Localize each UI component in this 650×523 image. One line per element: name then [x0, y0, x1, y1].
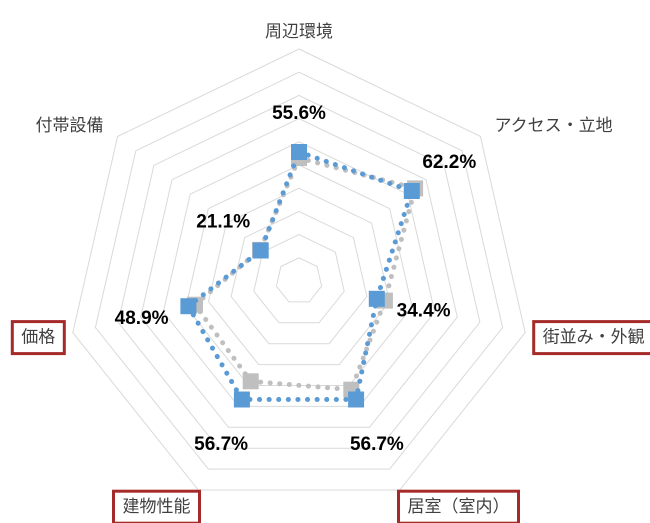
grid-ring: [117, 94, 481, 449]
axis-label: 街並み・外観: [543, 328, 645, 348]
grid-ring: [94, 71, 504, 470]
grid-ring: [253, 234, 345, 324]
highlight-box: [532, 320, 650, 356]
data-point-marker: [368, 290, 385, 307]
value-label: 62.2%: [422, 152, 476, 173]
grid-ring: [162, 141, 436, 407]
data-point-marker: [252, 242, 269, 259]
series-0: [180, 144, 420, 408]
series-line: [191, 155, 419, 393]
series-1: [187, 150, 424, 398]
radar-series-layer: [180, 144, 424, 408]
data-point-marker: [233, 391, 250, 408]
axis-label: 価格: [21, 328, 55, 348]
series-line: [185, 148, 415, 402]
highlight-box: [10, 320, 66, 356]
value-label: 48.9%: [115, 308, 169, 329]
value-label: 21.1%: [196, 212, 250, 233]
data-point-marker: [403, 183, 420, 199]
grid-ring: [230, 210, 368, 345]
value-label: 56.7%: [350, 434, 404, 455]
grid-ring: [72, 48, 526, 491]
value-label: 34.4%: [397, 300, 451, 321]
axis-label: アクセス・立地: [495, 116, 613, 136]
data-point-marker: [291, 144, 307, 160]
value-labels: 55.6% 62.2% 34.4% 56.7% 56.7% 48.9% 21.1%: [115, 103, 477, 455]
data-point-marker: [348, 391, 365, 408]
grid-ring: [140, 118, 458, 428]
data-point-marker: [180, 298, 197, 315]
data-point-marker: [242, 373, 259, 390]
axis-label: 付帯設備: [36, 116, 104, 136]
value-label: 56.7%: [194, 434, 248, 455]
highlight-box: [112, 489, 201, 523]
axis-label: 居室（室内）: [408, 497, 510, 517]
axis-label: 建物性能: [123, 497, 191, 517]
value-label: 55.6%: [272, 103, 326, 124]
axis-label: 周辺環境: [265, 22, 333, 42]
grid-ring: [275, 257, 323, 303]
grid-ring: [207, 187, 391, 366]
highlight-box: [397, 489, 520, 523]
grid-ring: [185, 164, 413, 386]
